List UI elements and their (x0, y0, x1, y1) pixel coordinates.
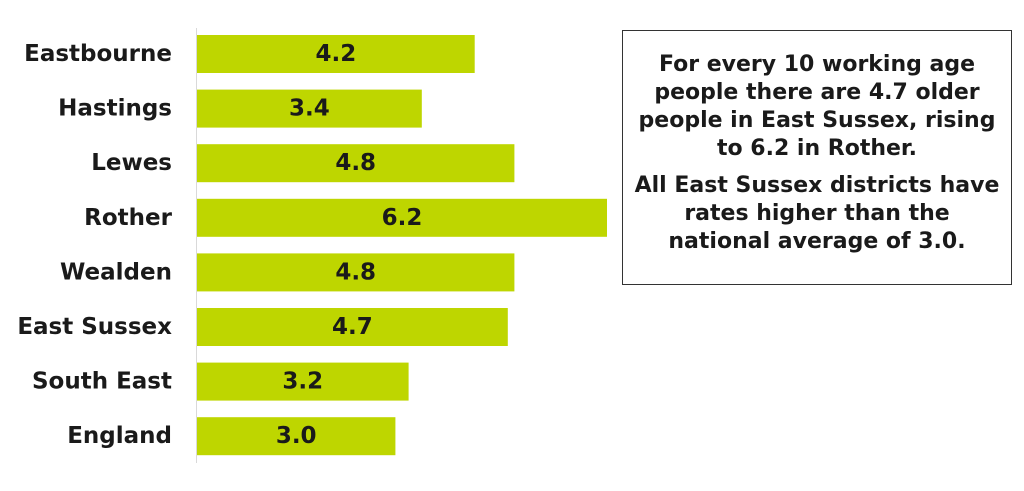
category-label: Lewes (91, 150, 172, 176)
bar-eastbourne (197, 35, 475, 73)
category-label: Hastings (58, 96, 172, 122)
note-paragraph-2: All East Sussex districts have rates hig… (634, 173, 1000, 254)
value-label: 4.2 (316, 41, 357, 67)
bar-hastings (197, 89, 422, 128)
category-label: South East (32, 369, 172, 395)
bar-england (197, 417, 396, 456)
bar-chart: Eastbourne 4.2 Hastings 3.4 Lewes 4.8 Rother 6.… (17, 28, 607, 463)
note-box: For every 10 working age people there ar… (622, 30, 1012, 285)
value-label: 3.0 (276, 423, 317, 449)
category-label: Wealden (60, 259, 172, 285)
category-label: England (67, 423, 172, 449)
value-label: 4.7 (332, 314, 373, 340)
value-label: 3.4 (289, 96, 330, 122)
bar-south-east (197, 362, 409, 401)
bar-rother (197, 198, 607, 237)
value-label: 6.2 (382, 205, 423, 231)
category-label: East Sussex (17, 314, 172, 340)
value-label: 4.8 (335, 150, 376, 176)
category-label: Rother (84, 205, 172, 231)
note-paragraph-1: For every 10 working age people there ar… (638, 52, 996, 161)
bars-layer: Eastbourne 4.2 Hastings 3.4 Lewes 4.8 Rother 6.… (17, 35, 607, 456)
category-label: Eastbourne (24, 41, 172, 67)
value-label: 4.8 (335, 259, 376, 285)
value-label: 3.2 (282, 369, 323, 395)
bar-lewes (197, 144, 515, 183)
bar-wealden (197, 253, 515, 292)
bar-east-sussex (197, 308, 508, 346)
